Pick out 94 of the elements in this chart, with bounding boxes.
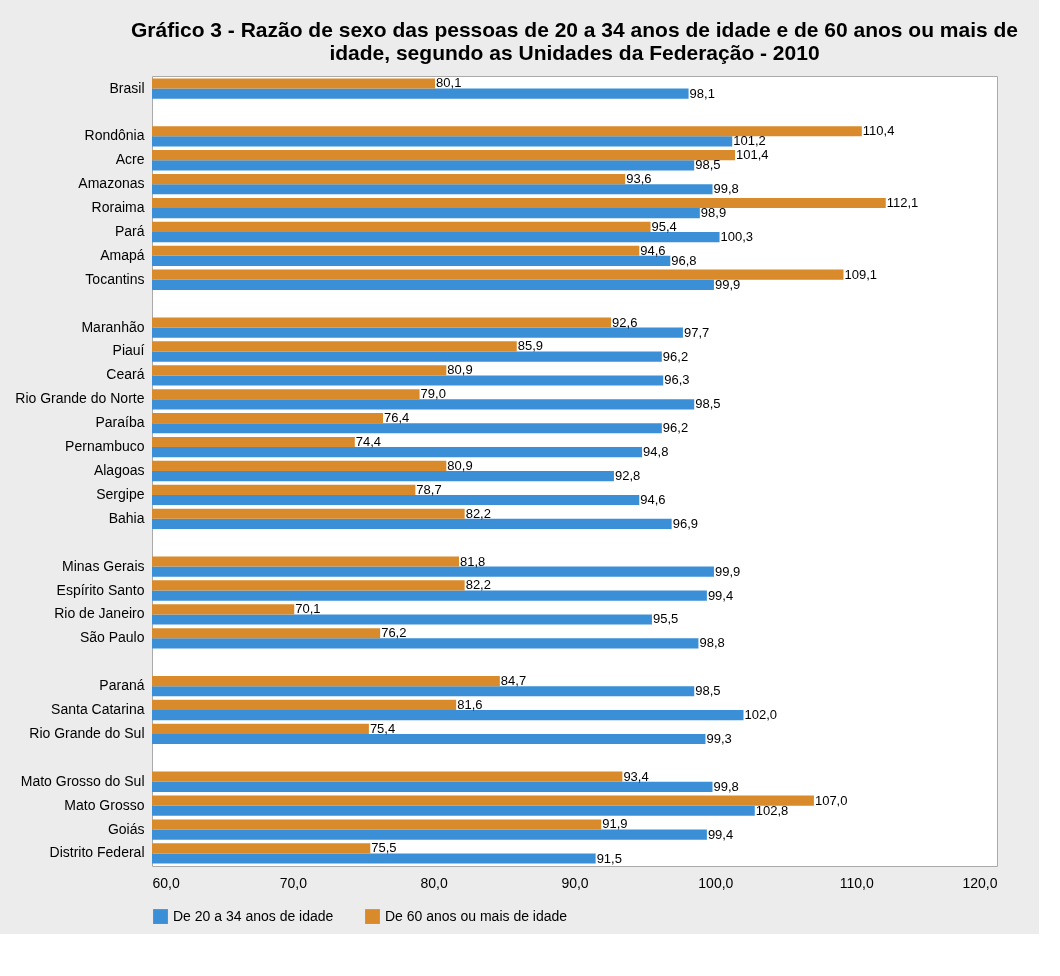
x-tick-label: 70,0 — [279, 874, 308, 891]
data-label: 91,9 — [602, 816, 628, 832]
y-tick-label: Rondônia — [84, 127, 145, 144]
data-label: 98,5 — [695, 157, 721, 173]
x-tick-label: 60,0 — [152, 874, 180, 891]
data-label: 96,9 — [672, 515, 698, 531]
x-tick-label: 110,0 — [839, 874, 874, 891]
y-tick-label: Brasil — [109, 79, 145, 96]
y-tick-label: Rio de Janeiro — [54, 605, 145, 622]
x-tick-label: 100,0 — [698, 874, 734, 891]
data-label: 96,3 — [664, 372, 690, 388]
data-label: 101,4 — [736, 147, 769, 163]
y-tick-label: Tocantins — [85, 270, 145, 287]
data-label: 85,9 — [517, 338, 544, 354]
data-label: 91,5 — [596, 850, 622, 866]
legend-label: De 60 anos ou mais de idade — [385, 907, 568, 924]
data-label: 93,4 — [623, 768, 649, 784]
y-tick-label: Espírito Santo — [56, 581, 145, 598]
y-tick-label: Pernambuco — [65, 438, 145, 455]
data-label: 92,8 — [614, 468, 641, 484]
data-label: 95,5 — [652, 611, 679, 627]
y-tick-label: Goiás — [107, 820, 145, 837]
data-label: 96,8 — [671, 252, 697, 268]
y-tick-label: Minas Gerais — [62, 557, 145, 574]
data-label: 99,9 — [714, 276, 741, 292]
data-label: 99,8 — [713, 778, 739, 794]
x-tick-label: 120,0 — [962, 874, 998, 891]
data-label: 80,9 — [447, 457, 473, 473]
data-label: 98,5 — [695, 683, 721, 699]
data-label: 95,4 — [651, 218, 677, 234]
y-tick-label: Maranhão — [81, 318, 145, 335]
y-tick-label: Alagoas — [93, 462, 145, 478]
x-tick-label: 80,0 — [420, 874, 448, 891]
data-label: 96,2 — [662, 420, 689, 436]
data-label: 102,8 — [755, 802, 789, 818]
data-label: 99,4 — [707, 587, 734, 603]
data-label: 102,0 — [744, 707, 778, 723]
data-label: 112,1 — [886, 194, 919, 210]
y-tick-label: Acre — [115, 151, 145, 168]
y-tick-label: Piauí — [112, 342, 145, 359]
data-label: 70,1 — [295, 601, 321, 617]
data-label: 99,8 — [713, 181, 739, 197]
y-tick-label: Paraíba — [95, 414, 145, 431]
y-tick-label: São Paulo — [79, 629, 145, 646]
y-tick-label: Ceará — [106, 366, 145, 383]
data-label: 81,8 — [460, 553, 486, 569]
y-tick-label: Mato Grosso do Sul — [20, 772, 145, 789]
data-label: 98,8 — [699, 635, 725, 651]
data-label: 76,4 — [383, 410, 410, 426]
y-tick-label: Roraima — [91, 199, 145, 216]
data-label: 100,3 — [720, 229, 754, 245]
data-label: 75,4 — [369, 720, 396, 736]
data-label: 75,5 — [371, 840, 397, 856]
data-label: 98,1 — [689, 85, 715, 101]
x-tick-label: 90,0 — [561, 874, 589, 891]
data-label: 94,8 — [643, 444, 669, 460]
data-label: 109,1 — [844, 266, 878, 282]
data-label: 94,6 — [640, 491, 666, 507]
data-label: 96,2 — [662, 348, 689, 364]
y-tick-label: Rio Grande do Sul — [29, 724, 145, 741]
y-tick-label: Amazonas — [78, 175, 145, 192]
data-label: 97,7 — [683, 324, 710, 340]
y-tick-label: Paraná — [99, 677, 145, 694]
data-label: 99,9 — [714, 563, 741, 579]
data-label: 84,7 — [500, 673, 527, 689]
data-label: 82,2 — [465, 505, 491, 521]
data-label: 80,1 — [436, 75, 462, 91]
y-tick-label: Rio Grande do Norte — [15, 390, 145, 407]
legend-label: De 20 a 34 anos de idade — [173, 907, 334, 924]
data-label: 78,7 — [416, 481, 442, 497]
y-tick-label: Amapá — [100, 246, 145, 263]
data-label: 82,2 — [465, 577, 491, 593]
data-label: 98,5 — [695, 396, 721, 412]
data-label: 76,2 — [381, 625, 407, 641]
data-label: 101,2 — [733, 133, 766, 149]
y-tick-label: Bahia — [108, 509, 145, 526]
data-label: 99,4 — [707, 826, 734, 842]
data-label: 74,4 — [355, 434, 382, 450]
chart-title: Gráfico 3 - Razão de sexo das pessoas de 20 a 34 anos de idade e de 60 anos ou mais de idade, segundo as Unidades da Federação - 2010 — [130, 18, 1019, 64]
data-label: 107,0 — [814, 792, 848, 808]
y-tick-label: Sergipe — [96, 485, 145, 502]
data-label: 80,9 — [447, 362, 473, 378]
data-label: 94,6 — [640, 242, 666, 258]
data-label: 93,6 — [626, 171, 652, 187]
data-label: 98,9 — [700, 205, 727, 221]
data-label: 79,0 — [420, 386, 446, 402]
y-tick-label: Mato Grosso — [64, 796, 145, 813]
y-tick-label: Distrito Federal — [49, 844, 145, 861]
data-label: 81,6 — [457, 696, 483, 712]
data-label: 110,4 — [862, 123, 895, 139]
y-tick-label: Pará — [114, 222, 145, 239]
y-tick-label: Santa Catarina — [51, 701, 145, 718]
data-label: 99,3 — [706, 731, 732, 747]
data-label: 92,6 — [612, 314, 638, 330]
